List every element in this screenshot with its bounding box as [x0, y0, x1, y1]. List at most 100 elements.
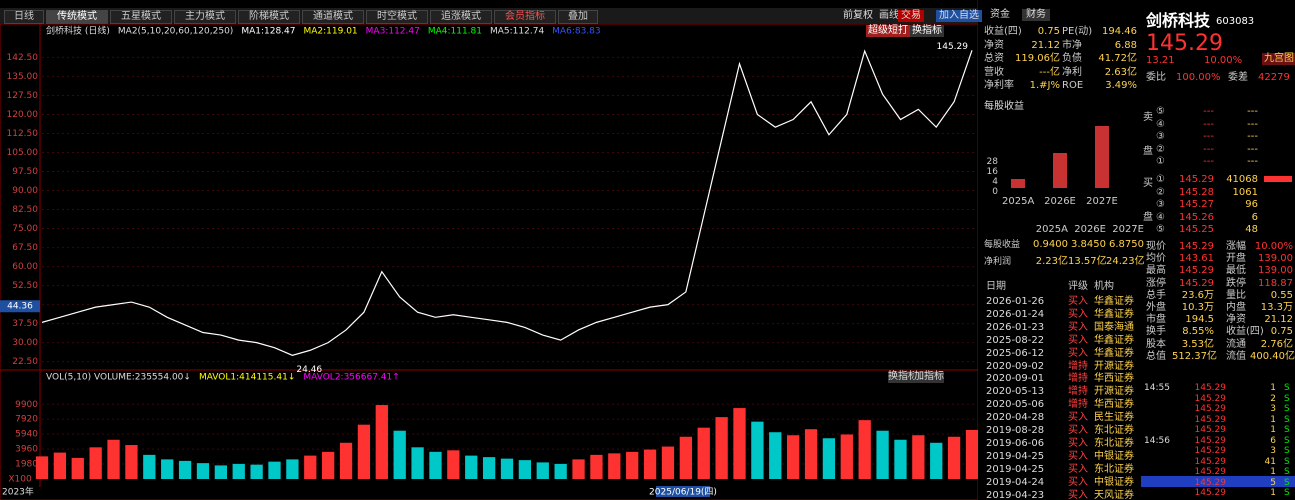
rating-cell: 国泰海通: [1094, 321, 1134, 333]
rating-cell: 买入: [1068, 347, 1088, 359]
stat-value: 23.6万: [1181, 289, 1214, 301]
sell-price: ---: [1203, 118, 1214, 130]
stat-value: 10.00%: [1254, 241, 1293, 252]
eps-year: 2025A: [1035, 224, 1068, 235]
volume-bar: [357, 424, 371, 479]
stat-value: 2.76亿: [1260, 338, 1293, 350]
ratings-header: 评级: [1068, 281, 1088, 292]
toolbar-button[interactable]: 阶梯模式: [238, 10, 300, 24]
sell-level: ⑤: [1156, 106, 1165, 117]
toolbar-button[interactable]: 五星模式: [110, 10, 172, 24]
sell-level: ②: [1156, 143, 1165, 155]
buy-level: ⑤: [1156, 224, 1165, 235]
tick-time: 14:56: [1144, 435, 1170, 446]
rating-cell: 买入: [1068, 321, 1088, 333]
chart-button[interactable]: 换指标: [888, 371, 918, 383]
volume-bar: [643, 449, 657, 479]
diff-label: 委差: [1228, 72, 1248, 83]
volume-bar: [89, 447, 102, 479]
rating-cell: 买入: [1068, 425, 1088, 436]
volume-bar: [804, 429, 818, 479]
fin-label: 净利润: [984, 257, 1012, 267]
toolbar-button[interactable]: 交易: [898, 10, 924, 22]
y-tick-label: 52.50: [12, 281, 38, 291]
buy-level: ③: [1156, 199, 1165, 210]
chart-button[interactable]: 加指标: [914, 371, 944, 383]
rating-cell: 华鑫证券: [1094, 308, 1134, 320]
rating-cell: 买入: [1068, 308, 1088, 320]
toolbar-button[interactable]: 日线: [4, 10, 44, 24]
toolbar-button[interactable]: 追涨模式: [430, 10, 492, 24]
rating-cell: 2019-04-25: [986, 450, 1045, 462]
fin-label: PE(动): [1062, 26, 1093, 37]
rating-cell: 买入: [1068, 489, 1088, 500]
sell-level: ③: [1156, 131, 1165, 142]
rating-cell: 增持: [1068, 386, 1088, 398]
fin-label: 净利: [1062, 66, 1082, 78]
eps-axis-label: 4: [992, 177, 998, 187]
volume-bar: [930, 442, 943, 479]
y-tick-label: 90.00: [12, 186, 38, 196]
toolbar-button[interactable]: 传统模式: [46, 10, 108, 24]
toolbar-button[interactable]: 画线: [879, 10, 899, 21]
stat-label: 跌停: [1226, 277, 1246, 289]
toolbar-button[interactable]: 时空模式: [366, 10, 428, 24]
volume-bar: [411, 447, 424, 479]
tab[interactable]: 财务: [1022, 9, 1050, 21]
low-label: 24.46: [296, 365, 322, 375]
rating-cell: 华西证券: [1094, 373, 1134, 385]
rating-cell: 2019-08-28: [986, 425, 1045, 436]
toolbar-button[interactable]: 会员指标: [494, 10, 556, 24]
tick-volume: 3: [1270, 404, 1276, 414]
toolbar-button[interactable]: 主力模式: [174, 10, 236, 24]
fin-value: 24.23亿: [1106, 256, 1145, 267]
eps-year: 2027E: [1086, 196, 1118, 207]
chart-header: MA3:112.47: [366, 27, 420, 37]
sell-volume: ---: [1247, 106, 1258, 117]
tick-volume: 1: [1270, 414, 1276, 425]
tab[interactable]: 资金: [990, 9, 1010, 20]
tick-flag: S: [1284, 467, 1290, 477]
rating-cell: 2019-04-23: [986, 489, 1045, 500]
high-label: 145.29: [937, 42, 969, 52]
stat-value: 21.12: [1264, 314, 1293, 326]
tick-price: 145.29: [1194, 477, 1227, 488]
stat-label: 外盘: [1146, 302, 1166, 313]
y-tick-label: 142.50: [7, 53, 39, 63]
volume-bar: [715, 417, 728, 479]
volume-bar: [143, 454, 156, 479]
volume-bar: [858, 420, 871, 479]
chart-button[interactable]: 换指标: [910, 25, 944, 37]
rating-cell: 2019-06-06: [986, 437, 1045, 449]
rating-cell: 2025-08-22: [986, 334, 1045, 346]
volume-bar: [429, 451, 442, 479]
tick-flag: S: [1284, 477, 1290, 488]
rating-cell: 买入: [1068, 476, 1088, 488]
stat-value: 0.55: [1270, 289, 1293, 301]
rating-cell: 2020-09-01: [986, 373, 1045, 385]
toolbar-button[interactable]: 前复权: [843, 10, 873, 21]
eps-year: 2027E: [1112, 224, 1144, 235]
y-tick-label: 105.00: [7, 148, 39, 158]
volume-bar: [232, 463, 245, 479]
tick-flag: S: [1284, 488, 1290, 498]
rating-cell: 华鑫证券: [1094, 347, 1134, 359]
fin-label: 总资: [984, 53, 1004, 64]
stat-value: 400.40亿: [1250, 350, 1295, 362]
tick-price: 145.29: [1194, 425, 1227, 435]
grid-button[interactable]: 九宫图: [1262, 53, 1295, 65]
chart-button[interactable]: 超级短打: [866, 25, 910, 37]
toolbar-button[interactable]: 叠加: [558, 10, 598, 24]
buy-level: ①: [1156, 174, 1165, 185]
sell-volume: ---: [1247, 143, 1258, 155]
toolbar-button[interactable]: 加入自选: [936, 10, 982, 22]
stat-label: 最高: [1146, 265, 1166, 277]
volume-bar: [304, 455, 317, 479]
buy-price: 145.28: [1179, 186, 1214, 198]
volume-bar: [965, 429, 978, 479]
toolbar-button[interactable]: 通道模式: [302, 10, 364, 24]
rating-cell: 东北证券: [1094, 463, 1134, 475]
stat-label: 流值: [1226, 350, 1246, 362]
stat-label: 总手: [1146, 289, 1166, 301]
tick-flag: S: [1284, 393, 1290, 404]
